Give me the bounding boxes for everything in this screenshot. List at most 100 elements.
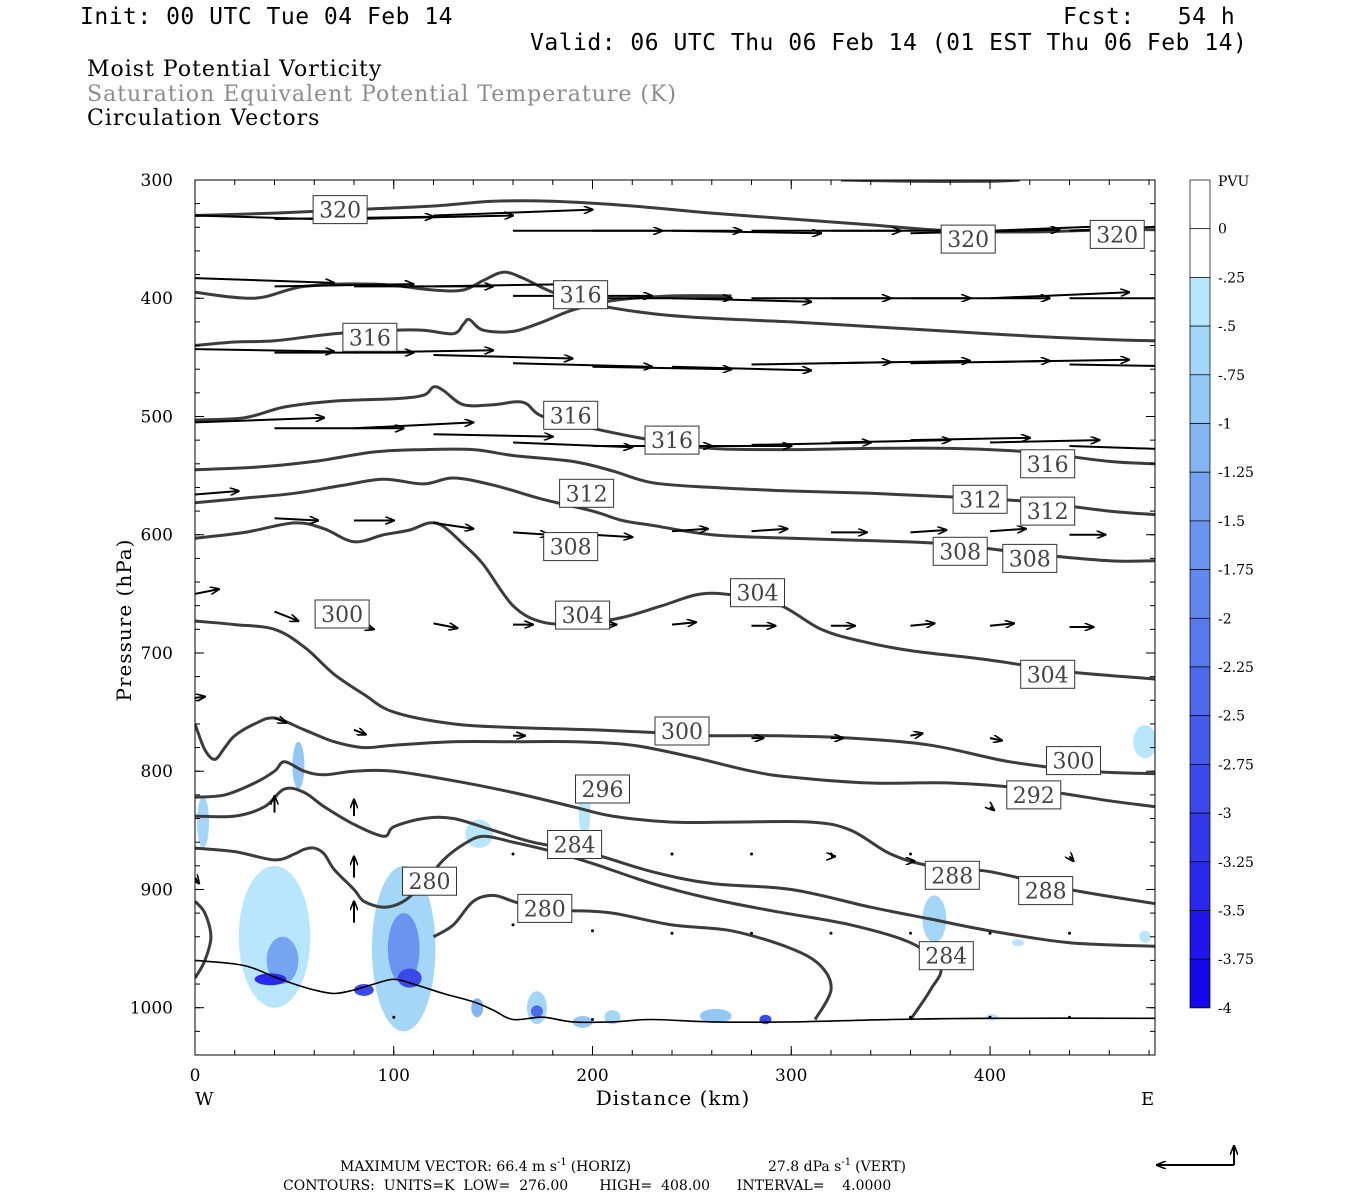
circulation-vector <box>751 529 788 531</box>
pv-shade-region <box>1133 725 1155 759</box>
colorbar-tick-label: -2 <box>1218 611 1232 627</box>
y-tick-label: 700 <box>141 644 173 664</box>
contour-312 <box>195 447 1155 517</box>
contour-label: 316 <box>349 326 391 351</box>
circulation-vector <box>989 440 1099 442</box>
x-tick-label: 200 <box>576 1066 608 1086</box>
contour-label-box <box>924 860 980 890</box>
terrain-boundary <box>195 959 1155 1024</box>
circulation-vector <box>433 521 474 529</box>
circulation-vector <box>910 438 1030 440</box>
colorbar-cell <box>1189 910 1211 960</box>
circulation-vector <box>195 697 205 698</box>
small-vector-dot <box>511 852 515 856</box>
colorbar-cell <box>1189 569 1211 619</box>
y-tick-label: 400 <box>141 289 173 309</box>
contour-label-box <box>543 400 599 430</box>
x-tick-label: 300 <box>775 1066 807 1086</box>
circulation-vector <box>433 210 593 217</box>
plot-frame <box>194 179 1156 1056</box>
contour-label: 288 <box>1025 880 1067 905</box>
contour-label-box <box>644 425 700 455</box>
x-tick-label: 0 <box>190 1066 201 1086</box>
contour-label: 280 <box>409 870 451 895</box>
circulation-vector <box>512 362 652 367</box>
contour-label-box <box>1046 746 1101 776</box>
circulation-vector <box>195 418 324 424</box>
circulation-vector <box>353 730 366 735</box>
contour-label-box <box>952 484 1008 514</box>
colorbar-tick-label: -.25 <box>1218 270 1245 286</box>
circulation-vector <box>433 434 553 436</box>
pv-shade-region <box>387 913 420 985</box>
contour-316 <box>195 270 1155 343</box>
contour-label-box <box>1020 449 1076 479</box>
max-vector-vert: 27.8 dPa s-1 (VERT) <box>768 1157 906 1175</box>
small-vector-dot <box>988 931 992 935</box>
forecast-hour: Fcst: 54 h <box>1063 4 1236 30</box>
contours-info: CONTOURS: UNITS=K LOW= 276.00 HIGH= 408.… <box>283 1178 891 1194</box>
contour-label-box <box>1089 219 1145 249</box>
circulation-vector <box>671 365 811 371</box>
colorbar-tick-label: -.75 <box>1218 368 1245 384</box>
y-tick-label: 300 <box>141 171 173 191</box>
contour-280 <box>195 900 213 979</box>
small-vector-dot <box>988 1015 992 1019</box>
contour-label: 300 <box>1053 750 1095 775</box>
contour-label-box <box>918 941 974 971</box>
colorbar-cell <box>1189 277 1211 327</box>
contour-label: 316 <box>550 404 592 429</box>
circulation-vector <box>989 360 1129 362</box>
circulation-vector <box>592 535 633 537</box>
small-vector-dot <box>750 931 753 935</box>
circulation-vector <box>989 623 1014 625</box>
pv-colorbar: 0 -.25 -.5 -.75 -1 -1.25 -1.5 -1.75 -2 -2.25 -2.5 -… <box>1189 179 1254 1017</box>
contour-labels: 320 320 320 316 316 316 316 316 312 312 312 308 308 3… <box>312 195 1145 971</box>
title-theta-es: Saturation Equivalent Potential Temperat… <box>87 82 677 107</box>
y-tick-label: 800 <box>141 762 173 782</box>
circulation-vector <box>990 807 994 811</box>
circulation-vector <box>433 354 573 359</box>
colorbar-unit: PVU <box>1218 174 1250 190</box>
circulation-vector <box>195 277 334 283</box>
y-tick-label: 500 <box>141 407 173 427</box>
contour-label: 304 <box>1027 663 1069 688</box>
contour-label-box <box>517 893 573 923</box>
pv-shade-region <box>986 1013 998 1021</box>
terrain-line <box>195 959 1155 1024</box>
contour-label: 292 <box>1013 784 1055 809</box>
circulation-vector <box>274 284 414 286</box>
circulation-vector <box>671 622 696 624</box>
y-tick-label: 600 <box>141 526 173 546</box>
circulation-vector <box>353 216 513 220</box>
colorbar-cell <box>1189 764 1211 814</box>
circulation-vector <box>989 738 1002 740</box>
contour-label-box <box>312 195 368 225</box>
contour-316 <box>195 385 1155 466</box>
contour-320 <box>840 180 1020 183</box>
pv-shade-region <box>530 1005 543 1018</box>
east-label: E <box>1141 1089 1154 1110</box>
contour-label: 308 <box>1009 547 1051 572</box>
contour-label-box <box>559 478 615 508</box>
circulation-vector <box>353 422 473 430</box>
circulation-vector <box>1070 856 1074 861</box>
contour-label: 288 <box>931 864 973 889</box>
circulation-vector <box>353 350 493 352</box>
colorbar-tick-label: 0 <box>1218 222 1227 238</box>
west-label: W <box>195 1089 214 1110</box>
circulation-vector <box>671 529 708 531</box>
contour-300 <box>195 619 1155 776</box>
circulation-vector <box>195 589 219 595</box>
contour-label: 300 <box>321 603 363 628</box>
contour-label: 320 <box>319 199 361 224</box>
contour-label: 308 <box>550 536 592 561</box>
small-vector-dot <box>1068 1015 1071 1019</box>
pv-shade-region <box>266 936 299 985</box>
contour-296 <box>195 716 1155 809</box>
contour-label-box <box>1020 496 1076 526</box>
small-vector-dot <box>829 852 833 856</box>
colorbar-tick-label: -4 <box>1218 1001 1232 1017</box>
pv-shade-region <box>254 973 287 986</box>
